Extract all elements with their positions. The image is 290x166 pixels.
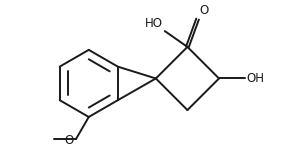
Text: O: O	[200, 4, 209, 17]
Text: O: O	[65, 134, 74, 147]
Text: OH: OH	[246, 72, 265, 85]
Text: HO: HO	[145, 17, 163, 30]
